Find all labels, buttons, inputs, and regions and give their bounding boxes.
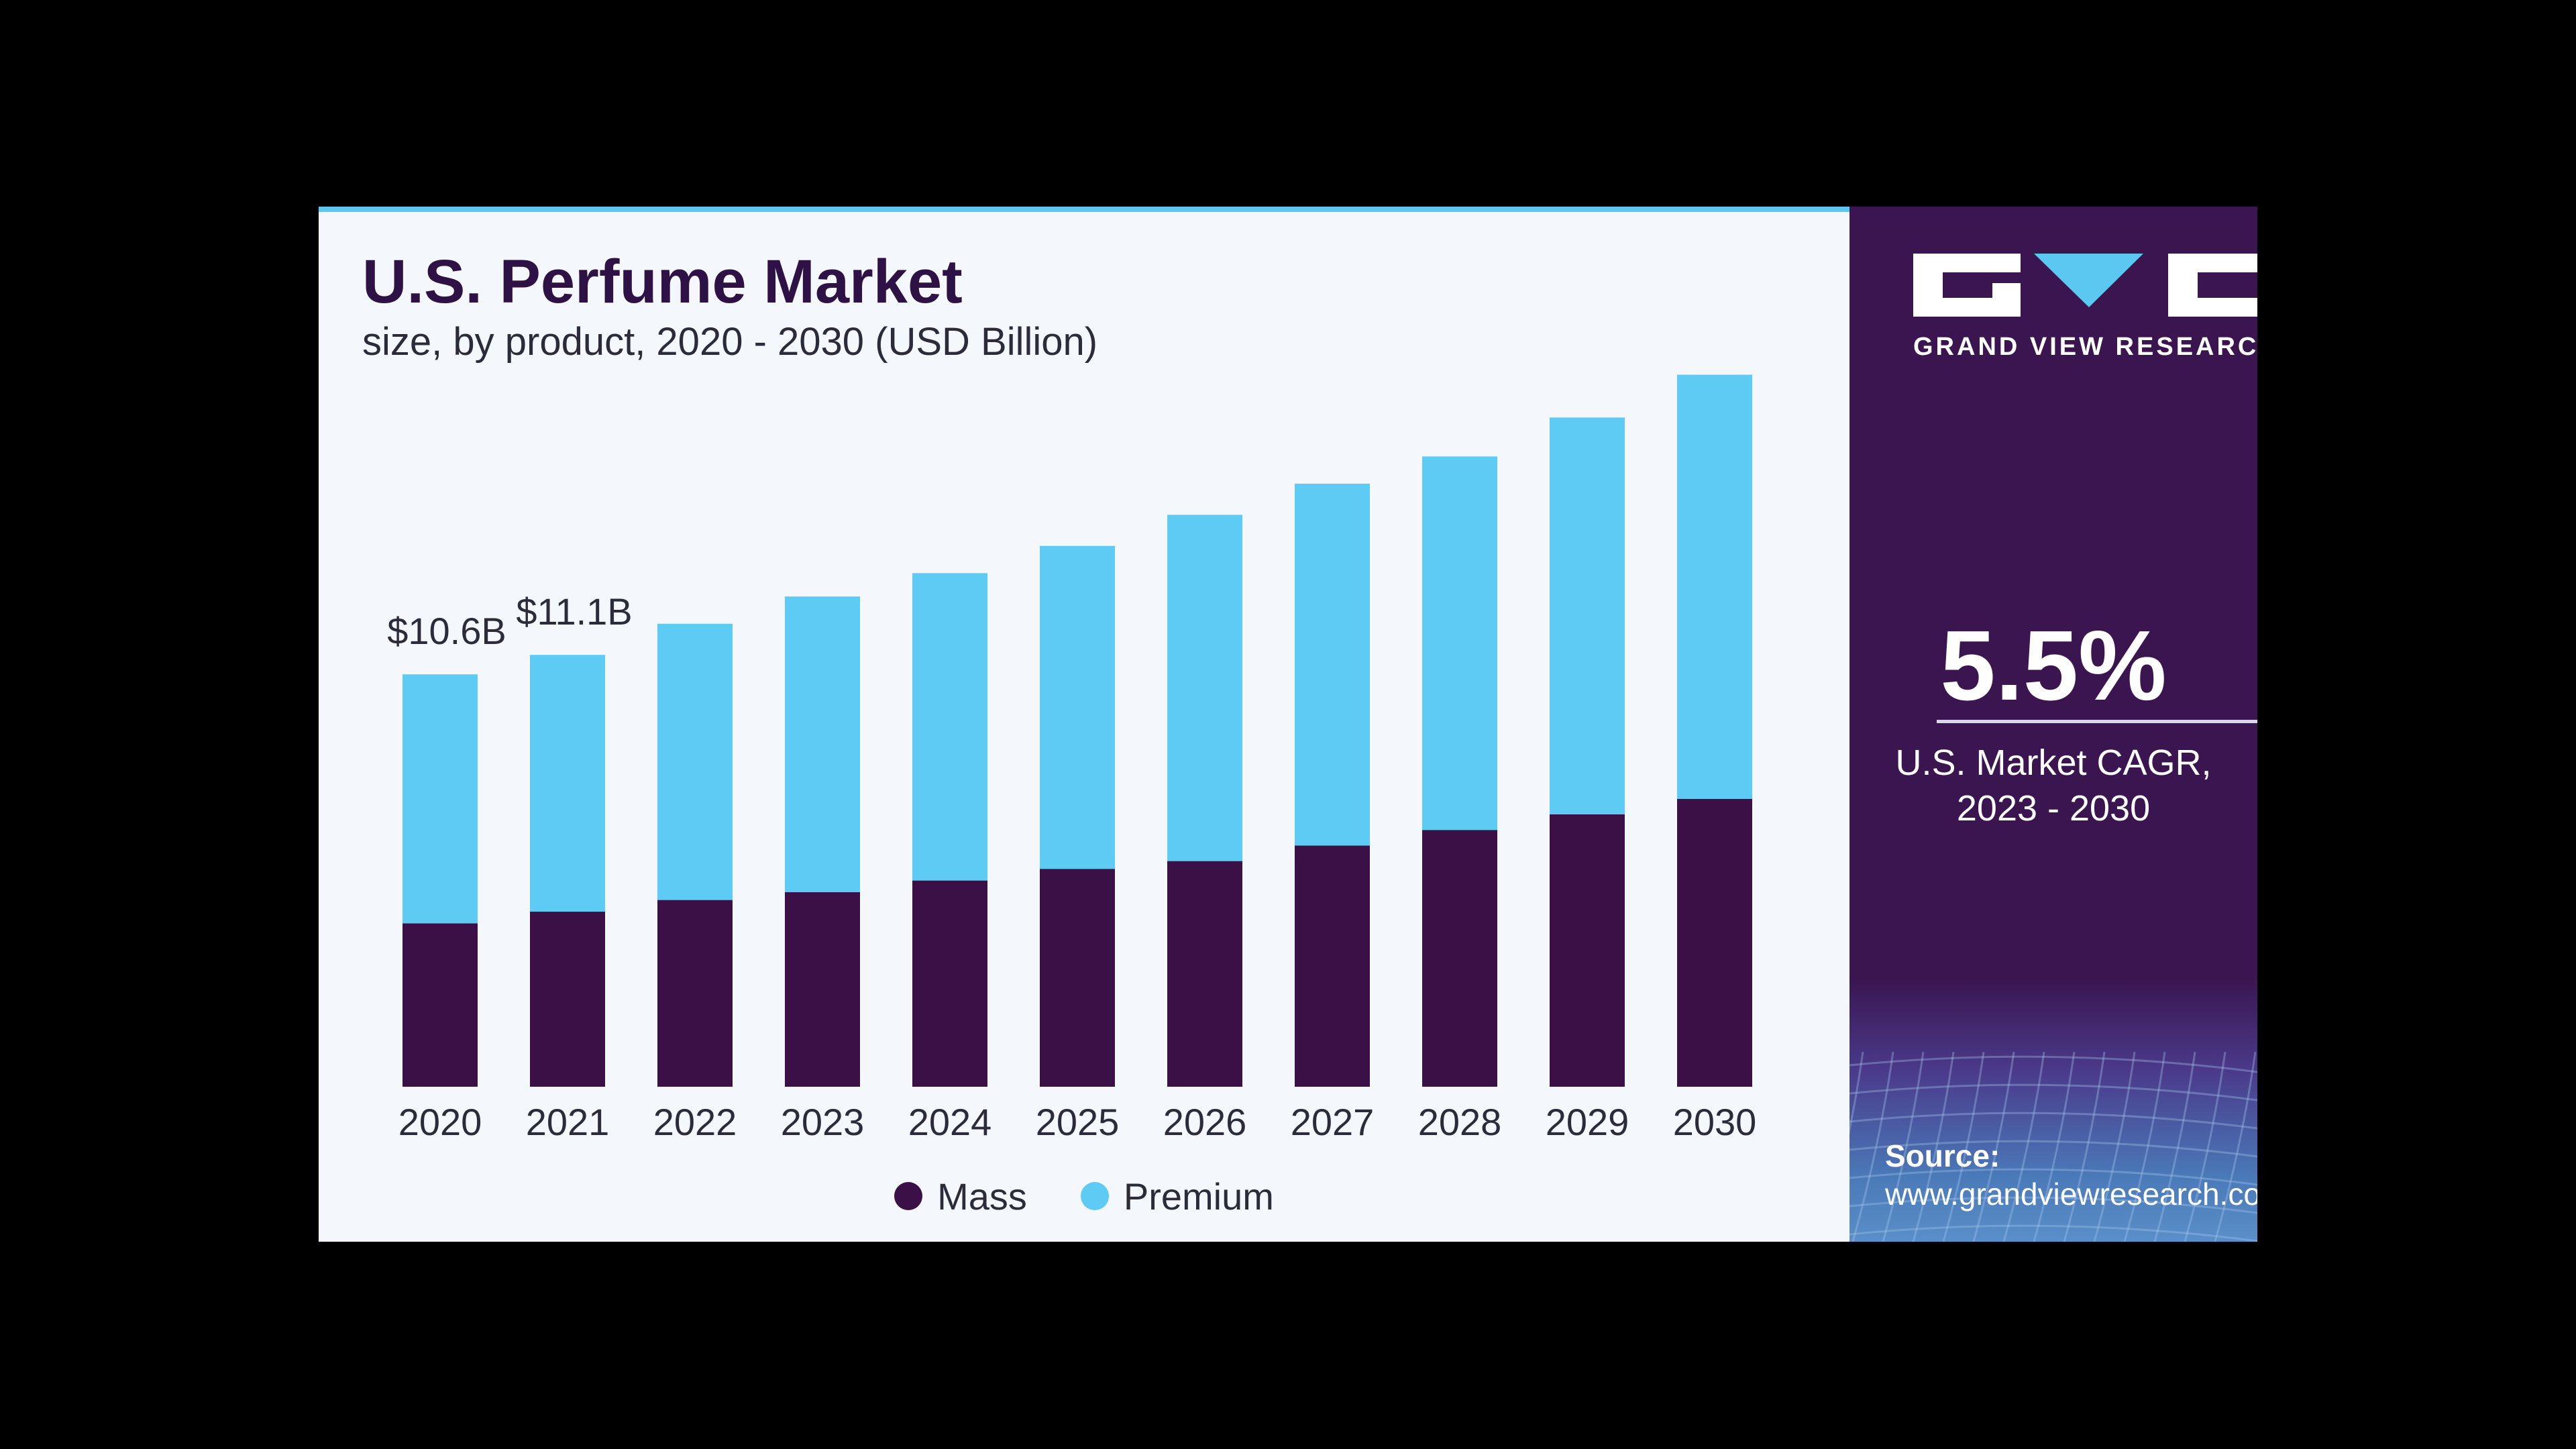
legend-swatch-mass xyxy=(894,1182,923,1210)
grid-line xyxy=(2033,1052,2076,1242)
bar-mass-2028 xyxy=(1422,830,1497,1087)
x-tick-label-2026: 2026 xyxy=(1163,1101,1247,1143)
x-tick-label-2025: 2025 xyxy=(1036,1101,1120,1143)
grid-line xyxy=(1849,1140,2257,1158)
grid-line xyxy=(1849,1055,2257,1073)
bar-mass-2025 xyxy=(1040,869,1115,1087)
bar-mass-2026 xyxy=(1167,861,1242,1087)
grid-line xyxy=(2153,1052,2196,1242)
bar-premium-2023 xyxy=(785,596,860,892)
cagr-divider xyxy=(1937,720,2257,723)
x-tick-label-2024: 2024 xyxy=(908,1101,992,1143)
grid-line xyxy=(2093,1052,2136,1242)
grid-line xyxy=(1849,1168,2257,1186)
grid-line xyxy=(1849,1083,2257,1102)
grid-line xyxy=(1849,1196,2257,1214)
bar-mass-2021 xyxy=(530,912,605,1087)
grid-line xyxy=(1972,1052,2015,1242)
bar-premium-2027 xyxy=(1295,484,1370,846)
side-panel-gradient xyxy=(1849,978,2257,1242)
x-tick-label-2027: 2027 xyxy=(1291,1101,1375,1143)
data-label-2020: $10.6B xyxy=(387,610,506,652)
grid-line xyxy=(2002,1052,2045,1242)
grand-view-research-logo xyxy=(1913,254,2257,317)
bar-premium-2021 xyxy=(530,655,605,912)
legend-item-mass: Mass xyxy=(894,1175,1027,1218)
legend-label-mass: Mass xyxy=(937,1175,1027,1218)
grid-line xyxy=(1882,1052,1925,1242)
grid-line xyxy=(1912,1052,1955,1242)
bar-premium-2025 xyxy=(1040,545,1115,869)
grid-line xyxy=(2063,1052,2106,1242)
logo-text: GRAND VIEW RESEARCH xyxy=(1913,333,2257,361)
bar-premium-2028 xyxy=(1422,456,1497,830)
x-tick-label-2020: 2020 xyxy=(398,1101,482,1143)
grid-line xyxy=(1851,1052,1894,1242)
grid-line xyxy=(2214,1052,2257,1242)
x-tick-label-2029: 2029 xyxy=(1546,1101,1629,1143)
bar-mass-2022 xyxy=(657,900,733,1087)
chart-title: U.S. Perfume Market xyxy=(362,248,963,316)
cagr-label: U.S. Market CAGR, 2023 - 2030 xyxy=(1849,740,2257,831)
bar-premium-2026 xyxy=(1167,515,1242,861)
bar-premium-2024 xyxy=(912,573,987,881)
source-label: Source: xyxy=(1885,1138,2000,1173)
x-tick-label-2021: 2021 xyxy=(526,1101,610,1143)
bar-mass-2029 xyxy=(1550,814,1625,1087)
stacked-bar-chart: 2020 2021 2022 2023 2024 2025 2026 2027 2028 2029… xyxy=(387,374,1756,1143)
grid-line xyxy=(1849,1224,2257,1242)
data-label-2021: $11.1B xyxy=(516,590,632,633)
bars-layer xyxy=(402,374,1752,1087)
grid-pattern-decoration xyxy=(1849,1052,2257,1242)
legend-item-premium: Premium xyxy=(1080,1175,1274,1218)
bar-premium-2022 xyxy=(657,623,733,900)
x-tick-label-2028: 2028 xyxy=(1418,1101,1502,1143)
legend-swatch-premium xyxy=(1080,1182,1109,1210)
grid-line xyxy=(2184,1052,2226,1242)
x-tick-label-2030: 2030 xyxy=(1673,1101,1757,1143)
grid-line xyxy=(2123,1052,2166,1242)
source-url[interactable]: www.grandviewresearch.com xyxy=(1885,1177,2257,1212)
x-tick-label-2023: 2023 xyxy=(781,1101,865,1143)
cagr-label-line2: 2023 - 2030 xyxy=(1956,788,2151,828)
labels-layer: 2020 2021 2022 2023 2024 2025 2026 2027 2028 2029… xyxy=(387,590,1756,1143)
bar-premium-2029 xyxy=(1550,417,1625,814)
bar-mass-2024 xyxy=(912,880,987,1087)
grid-line xyxy=(1849,1112,2257,1130)
bar-premium-2020 xyxy=(402,674,478,924)
bar-mass-2027 xyxy=(1295,845,1370,1087)
legend-label-premium: Premium xyxy=(1123,1175,1274,1218)
chart-legend: Mass Premium xyxy=(319,1169,1849,1223)
grid-line xyxy=(1942,1052,1985,1242)
infographic-card: U.S. Perfume Market size, by product, 20… xyxy=(319,207,2257,1242)
bar-mass-2030 xyxy=(1677,798,1752,1087)
cagr-label-line1: U.S. Market CAGR, xyxy=(1895,743,2212,783)
grid-line xyxy=(1849,1052,1864,1136)
cagr-value: 5.5% xyxy=(1940,610,2167,721)
x-tick-label-2022: 2022 xyxy=(653,1101,737,1143)
bar-mass-2023 xyxy=(785,892,860,1087)
bar-premium-2030 xyxy=(1677,374,1752,799)
chart-subtitle: size, by product, 2020 - 2030 (USD Billi… xyxy=(362,320,1098,364)
side-panel: GRAND VIEW RESEARCH 5.5% U.S. Market CAG… xyxy=(1849,207,2257,1242)
bar-mass-2020 xyxy=(402,923,478,1087)
top-accent-strip xyxy=(319,207,1849,212)
